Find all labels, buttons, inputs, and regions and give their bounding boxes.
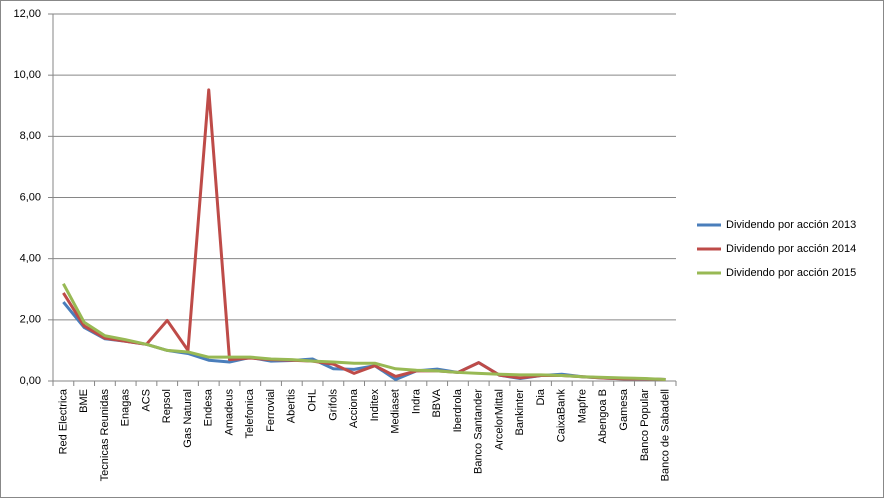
legend-label: Dividendo por acción 2013 [726,219,856,231]
x-tick-label: Amadeus [223,389,235,436]
x-tick-label: Ferrovial [265,389,277,432]
x-tick-label: Telefonica [244,388,256,438]
x-tick-label: Acciona [348,388,360,428]
x-tick-label: Repsol [161,389,173,423]
x-tick-label: Bankinter [514,389,526,436]
x-tick-label: OHL [306,389,318,412]
x-tick-label: Gas Natural [182,389,194,448]
x-tick-label: ACS [140,389,152,412]
x-tick-label: Banco de Sabadell [660,389,672,481]
x-tick-label: Tecnicas Reunidas [99,389,111,482]
x-tick-label: ArcelorMittal [493,389,505,450]
y-tick-label: 4,00 [20,253,41,265]
x-tick-label: Indra [410,388,422,414]
y-tick-label: 0,00 [20,375,41,387]
x-tick-label: Endesa [203,388,215,426]
x-tick-label: Grifols [327,389,339,421]
x-tick-label: Banco Santander [473,389,485,474]
x-tick-label: Abengoa B [597,389,609,443]
x-tick-label: Enagas [120,389,132,427]
x-tick-label: BME [78,389,90,413]
series-line [62,283,666,381]
y-tick-label: 6,00 [20,191,41,203]
x-tick-label: Inditex [369,389,381,422]
x-tick-label: Iberdrola [452,388,464,432]
x-tick-label: Abertis [286,389,298,424]
x-tick-label: BBVA [431,388,443,417]
y-tick-label: 12,00 [13,8,41,20]
x-tick-label: CaixaBank [556,389,568,443]
x-tick-label: Mediaset [390,389,402,434]
x-tick-label: Gamesa [618,388,630,430]
y-tick-label: 2,00 [20,314,41,326]
legend-label: Dividendo por acción 2014 [726,243,856,255]
x-tick-label: Dia [535,388,547,405]
legend-label: Dividendo por acción 2015 [726,267,856,279]
x-tick-label: Mapfre [576,389,588,423]
x-tick-label: Banco Popular [639,389,651,461]
y-tick-label: 10,00 [13,69,41,81]
x-tick-label: Red Electrica [57,388,69,454]
y-tick-label: 8,00 [20,130,41,142]
